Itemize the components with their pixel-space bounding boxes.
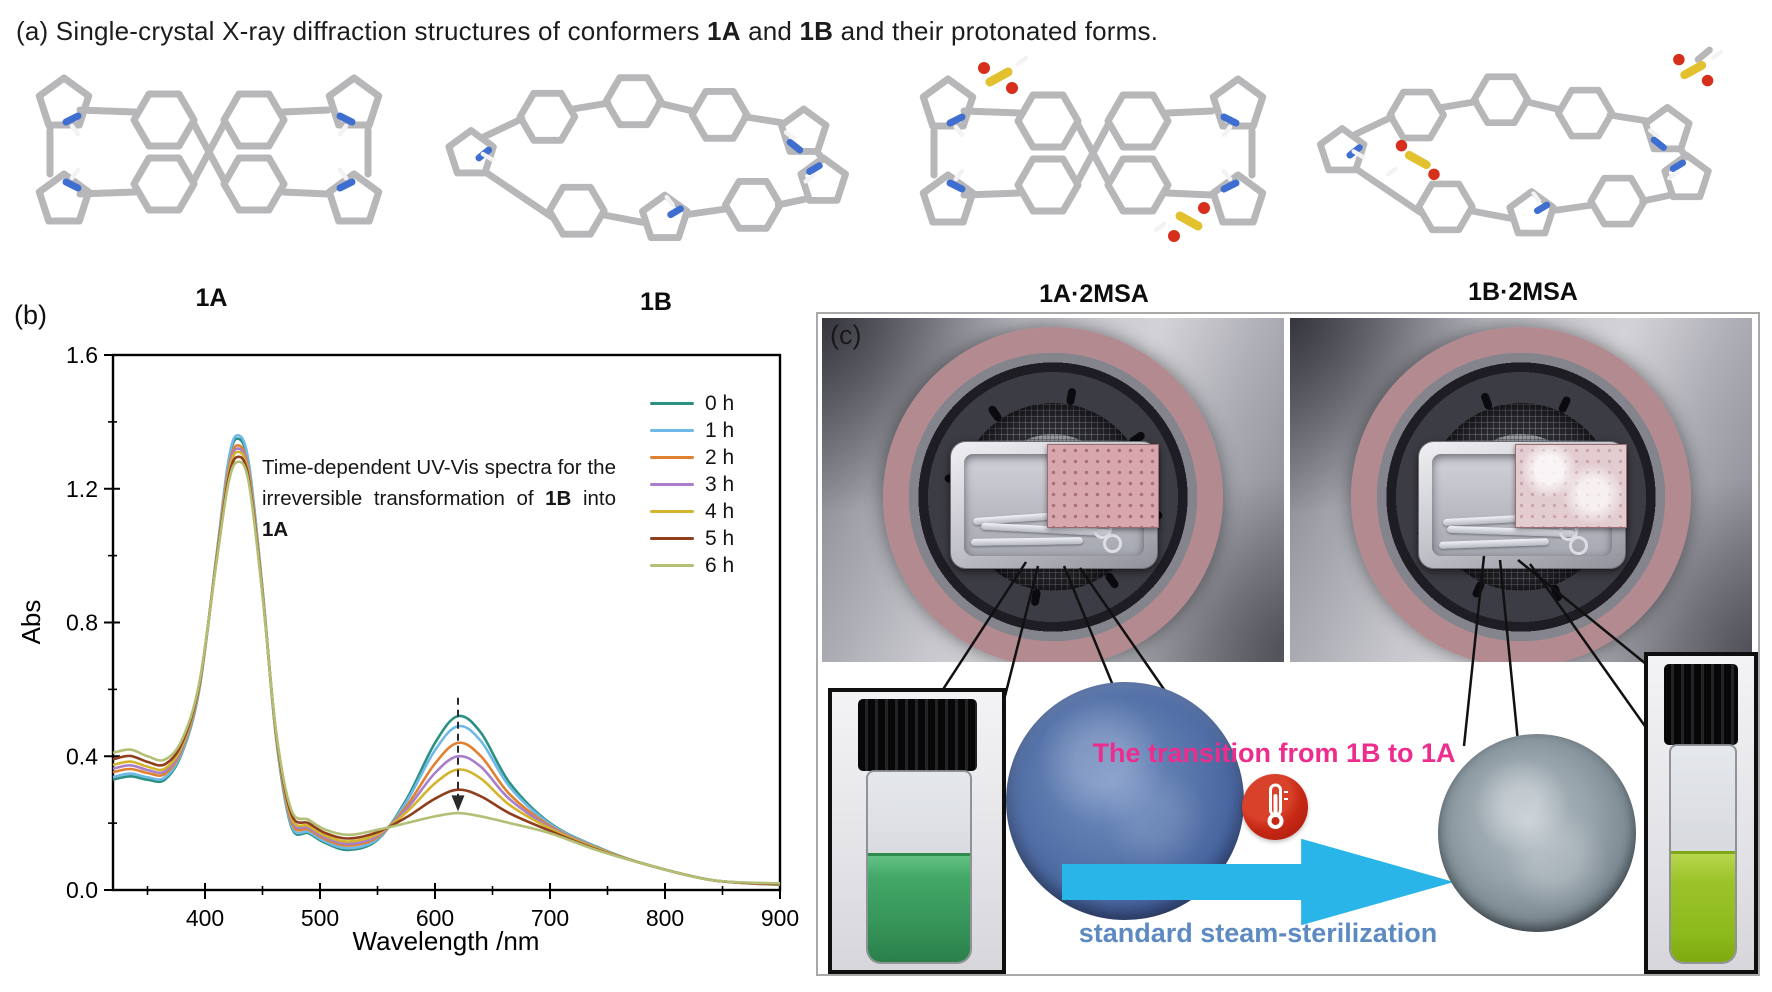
legend-label: 1 h <box>705 418 735 442</box>
autoclave-photo-before <box>822 318 1284 662</box>
legend-label: 2 h <box>705 445 735 469</box>
panel-c-label: (c) <box>830 320 862 350</box>
legend-line-swatch <box>650 455 694 460</box>
legend-label: 0 h <box>705 391 735 415</box>
panel-b-label: (b) <box>14 300 47 330</box>
molecule-label-1b-2msa: 1B·2MSA <box>1468 278 1578 306</box>
yellowgreen-liquid <box>1671 850 1735 962</box>
legend-line-swatch <box>650 536 694 541</box>
legend-label: 5 h <box>705 526 735 550</box>
legend-line-swatch <box>650 482 694 487</box>
y-tick-label: 0.8 <box>66 610 98 636</box>
molecule-label-1a-2msa: 1A·2MSA <box>1039 280 1149 308</box>
x-tick-label: 900 <box>761 905 799 931</box>
instrument-tray <box>950 440 1159 569</box>
x-axis-title: Wavelength /nm <box>353 926 540 956</box>
legend-item: 2 h <box>650 444 734 471</box>
legend-line-swatch <box>650 428 694 433</box>
legend-line-swatch <box>650 401 694 406</box>
legend-line-swatch <box>650 563 694 568</box>
transition-text: The transition from 1B to 1A <box>1092 738 1456 768</box>
molecule-structure-1b-icon <box>445 74 849 241</box>
uvvis-annotation: Time-dependent UV-Vis spectra for the ir… <box>262 456 616 542</box>
callout-lines <box>938 555 1654 747</box>
vial-yellowgreen-after <box>1644 652 1758 974</box>
vial-glass <box>866 769 972 965</box>
x-tick-label: 600 <box>416 905 454 931</box>
y-tick-label: 1.2 <box>66 476 98 502</box>
vial-green-before <box>828 688 1006 974</box>
instrument-tray <box>1418 440 1627 569</box>
legend-item: 6 h <box>650 552 734 579</box>
molecule-1a: 1A <box>14 52 409 314</box>
molecule-label-1b: 1B <box>640 288 672 316</box>
panel-a-title-text: (a) Single-crystal X-ray diffraction str… <box>16 16 708 46</box>
legend-item: 1 h <box>650 417 734 444</box>
y-tick-label: 1.6 <box>66 342 98 368</box>
sterilization-indicator-card <box>1515 443 1627 528</box>
panel-c: (c) <box>816 312 1760 976</box>
panel-a-title: (a) Single-crystal X-ray diffraction str… <box>16 16 1159 46</box>
legend-label: 6 h <box>705 553 735 577</box>
sterilization-indicator-card <box>1047 443 1159 528</box>
vial-cap <box>857 698 977 772</box>
panel-a-title-1a: 1A <box>707 16 741 46</box>
molecule-label-1a: 1A <box>195 284 228 312</box>
molecule-1b-2msa: 1B·2MSA <box>1302 46 1744 314</box>
green-liquid <box>868 852 970 963</box>
legend-item: 5 h <box>650 525 734 552</box>
molecule-structure-1a-2msa-icon <box>919 55 1267 242</box>
legend-item: 3 h <box>650 471 734 498</box>
autoclave-photo-after <box>1290 318 1752 662</box>
spectrum-curve-6h <box>112 460 781 885</box>
molecule-structure-1b-2msa-icon <box>1317 46 1724 237</box>
molecule-structure-1a-icon <box>35 74 383 225</box>
sterilization-text: standard steam-sterilization <box>1078 918 1438 948</box>
legend-label: 4 h <box>705 499 735 523</box>
uvvis-chart: 400 500 600 700 800 900 0.0 0.4 0.8 1.2 1.6 Wavelen… <box>16 342 799 956</box>
legend-item: 0 h <box>650 390 734 417</box>
thermometer-icon <box>1242 774 1308 840</box>
x-tick-label: 400 <box>186 905 224 931</box>
vial-glass <box>1669 743 1737 964</box>
vial-cap <box>1663 663 1739 746</box>
chart-legend: 0 h 1 h 2 h 3 h 4 h 5 h 6 h <box>650 390 734 579</box>
legend-item: 4 h <box>650 498 734 525</box>
legend-line-swatch <box>650 509 694 514</box>
y-axis-title: Abs <box>16 600 46 645</box>
legend-label: 3 h <box>705 472 735 496</box>
x-tick-label: 700 <box>531 905 569 931</box>
y-tick-label: 0.0 <box>66 877 98 903</box>
molecule-1a-2msa: 1A·2MSA <box>878 48 1310 314</box>
gray-gel-disc-1a <box>1438 734 1636 932</box>
x-tick-label: 800 <box>646 905 684 931</box>
panel-a-title-1b: 1B <box>799 16 834 46</box>
x-tick-label: 500 <box>301 905 339 931</box>
y-tick-label: 0.4 <box>66 743 98 769</box>
molecule-1b: 1B <box>430 56 882 316</box>
